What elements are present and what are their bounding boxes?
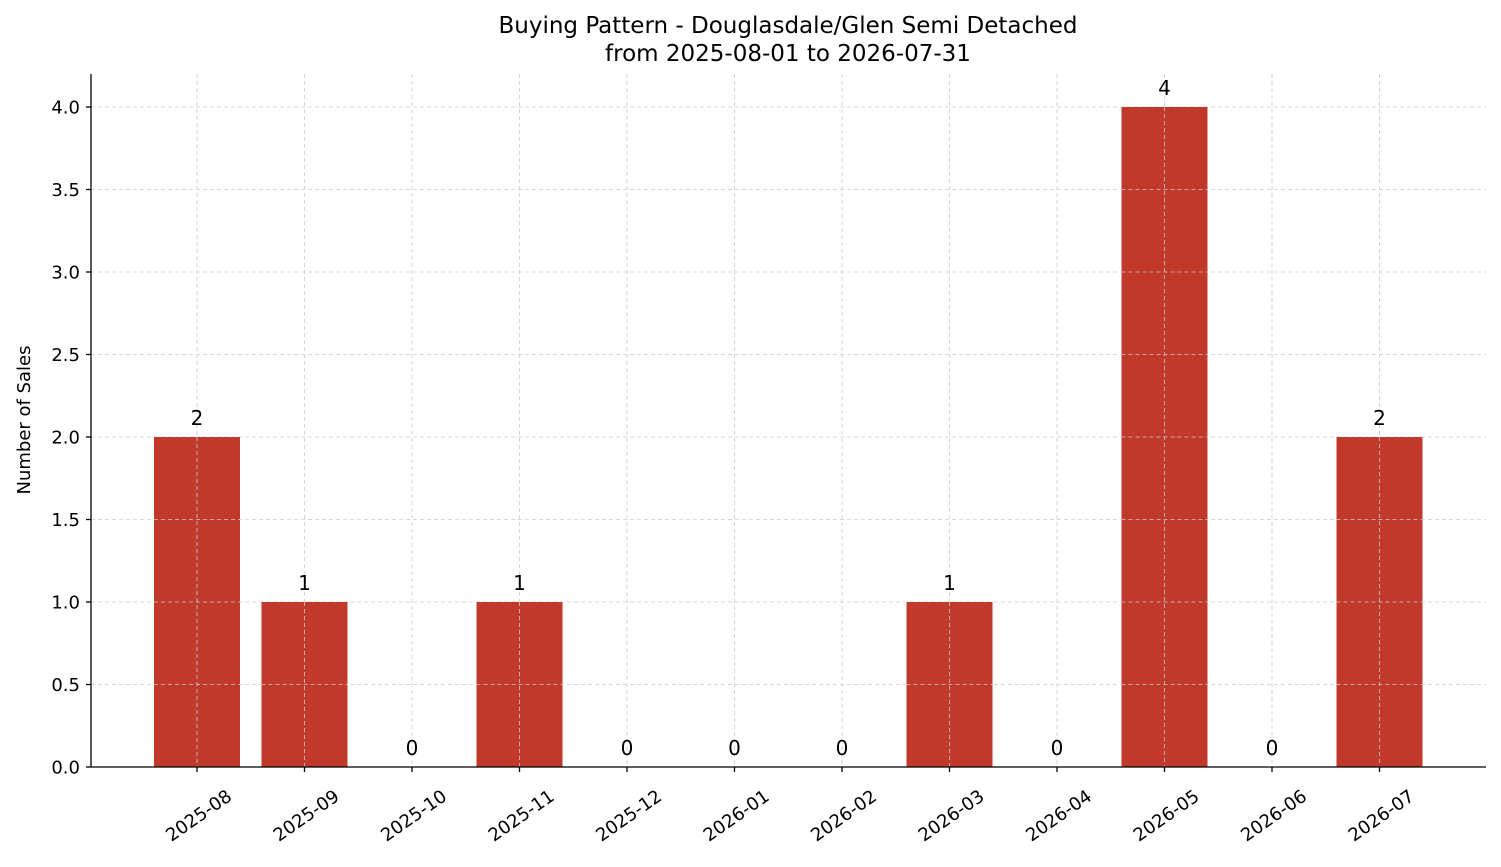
x-tick-label: 2026-04 (1022, 786, 1096, 846)
chart-subtitle: from 2025-08-01 to 2026-07-31 (605, 41, 971, 67)
data-label: 1 (298, 571, 311, 595)
y-tick-label: 1.5 (51, 510, 80, 531)
x-tick-label: 2025-09 (270, 786, 344, 846)
y-tick-label: 4.0 (51, 98, 80, 119)
x-tick-label: 2026-07 (1345, 786, 1419, 846)
x-tick-label: 2026-03 (915, 786, 989, 846)
x-tick-label: 2025-08 (162, 786, 236, 846)
data-label: 0 (728, 736, 741, 760)
data-label: 0 (406, 736, 419, 760)
x-tick-label: 2025-10 (377, 786, 451, 846)
y-tick-label: 2.5 (51, 345, 80, 366)
x-tick-label: 2026-02 (807, 786, 881, 846)
x-tick-label: 2026-01 (700, 786, 774, 846)
y-tick-label: 3.5 (51, 180, 80, 201)
data-label: 4 (1158, 76, 1171, 100)
y-tick-label: 2.0 (51, 428, 80, 449)
data-label: 2 (1373, 406, 1386, 430)
x-tick-label: 2026-05 (1130, 786, 1204, 846)
x-tick-label: 2026-06 (1237, 786, 1311, 846)
data-label: 0 (1266, 736, 1279, 760)
data-label-layer: 2 1 0 1 0 0 0 1 0 4 0 2 (191, 76, 1386, 760)
data-label: 1 (943, 571, 956, 595)
y-tick-label: 0.0 (51, 758, 80, 779)
x-tick-label: 2025-11 (485, 786, 559, 846)
x-tick-label: 2025-12 (592, 786, 666, 846)
y-tick-label: 0.5 (51, 675, 80, 696)
y-tick-label: 3.0 (51, 263, 80, 284)
chart-title: Buying Pattern - Douglasdale/Glen Semi D… (499, 13, 1078, 39)
data-label: 2 (191, 406, 204, 430)
bar-layer (154, 107, 1423, 767)
data-label: 1 (513, 571, 526, 595)
data-label: 0 (836, 736, 849, 760)
y-axis-label: Number of Sales (14, 345, 35, 494)
data-label: 0 (1051, 736, 1064, 760)
data-label: 0 (621, 736, 634, 760)
y-tick-label: 1.0 (51, 593, 80, 614)
